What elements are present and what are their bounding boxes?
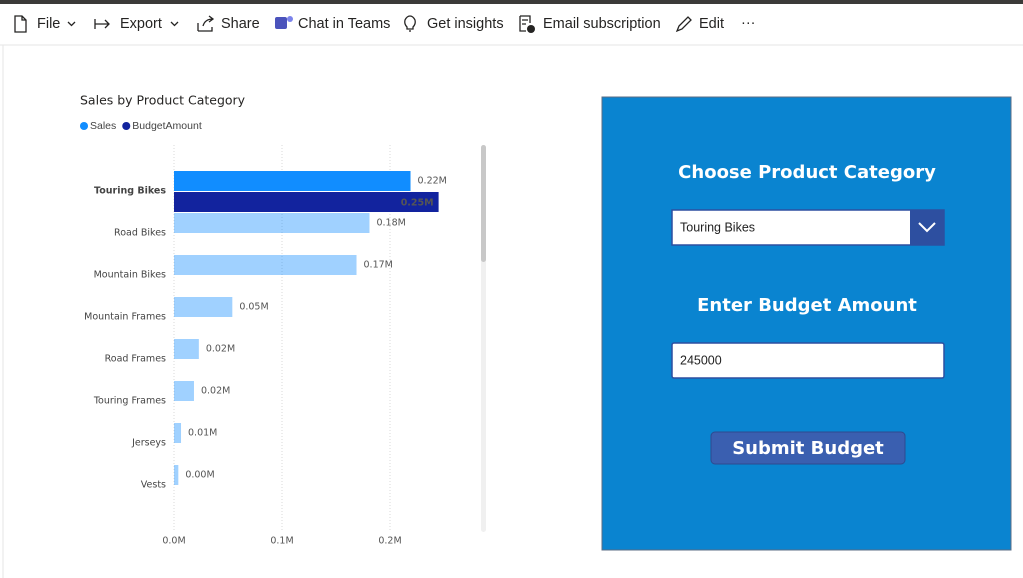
export-icon [94,19,110,29]
submit-button-label: Submit Budget [732,438,884,459]
data-label: 0.18M [376,218,405,229]
legend-label: Sales [90,120,116,132]
menu-file[interactable]: File [37,16,60,32]
dropdown-button[interactable] [910,210,944,245]
bar [174,192,439,212]
bar [174,255,357,275]
data-label: 0.02M [206,344,235,355]
legend-marker [80,122,88,130]
chevron [918,222,936,233]
legend-marker [122,122,131,130]
data-label: 0.25M [401,198,434,209]
file-icon [14,15,27,33]
dropdown-value: Touring Bikes [680,220,755,234]
bar [174,171,411,191]
y-tick-label: Road Bikes [114,228,166,239]
email-icon [527,25,535,33]
data-label: 0.17M [364,260,393,271]
power-app-panel [601,96,1012,551]
data-label: 0.22M [418,176,447,187]
chevron [67,21,76,27]
y-tick-label: Vests [141,480,166,491]
teams-icon [275,17,287,29]
data-label: 0.02M [201,386,230,397]
menu-teams[interactable]: Chat in Teams [298,16,390,32]
toolbar [0,4,1023,45]
menu-share[interactable]: Share [221,16,260,32]
bar [174,297,233,317]
x-tick-label: 0.2M [378,536,401,547]
x-tick-label: 0.1M [270,536,293,547]
top-edge [0,0,1023,4]
toolbar-items: File Export Share Chat in Teams Get insi… [37,15,756,32]
chart-title: Sales by Product Category [80,93,246,108]
teams-icon [287,16,293,22]
menu-export[interactable]: Export [120,16,162,32]
data-label: 0.00M [185,470,214,481]
y-tick-label: Jerseys [131,438,166,449]
budget-input-value: 245000 [680,353,722,367]
category-dropdown[interactable] [671,209,945,246]
submit-button[interactable] [710,431,906,465]
share-icon [197,15,215,32]
menu-edit[interactable]: Edit [699,16,724,32]
chart: Sales BudgetAmount 0.0M 0.1M 0.2M Touring Bik… [80,120,447,547]
bar [174,381,194,401]
data-label: 0.05M [239,302,268,313]
y-tick-label: Mountain Frames [84,312,166,323]
menu-email[interactable]: Email subscription [543,16,661,32]
scrollbar-thumb[interactable] [481,145,486,262]
bar [174,339,199,359]
y-tick-label: Mountain Bikes [94,270,166,281]
budget-heading: Enter Budget Amount [697,295,917,316]
email-icon [519,15,531,32]
legend-label: BudgetAmount [132,120,202,132]
chevron [170,21,179,27]
bar [174,465,179,485]
y-tick-label: Road Frames [105,354,166,365]
insights-icon [404,15,416,32]
menu-insights[interactable]: Get insights [427,16,504,32]
bar [174,213,370,233]
bar [174,423,182,443]
x-tick-label: 0.0M [162,536,185,547]
y-tick-label: Touring Frames [93,396,166,407]
y-tick-label: Touring Bikes [94,186,166,197]
menu-more[interactable]: ··· [741,15,756,31]
edit-icon [675,16,692,33]
data-label: 0.01M [188,428,217,439]
budget-input[interactable] [671,342,945,379]
category-heading: Choose Product Category [678,162,936,183]
